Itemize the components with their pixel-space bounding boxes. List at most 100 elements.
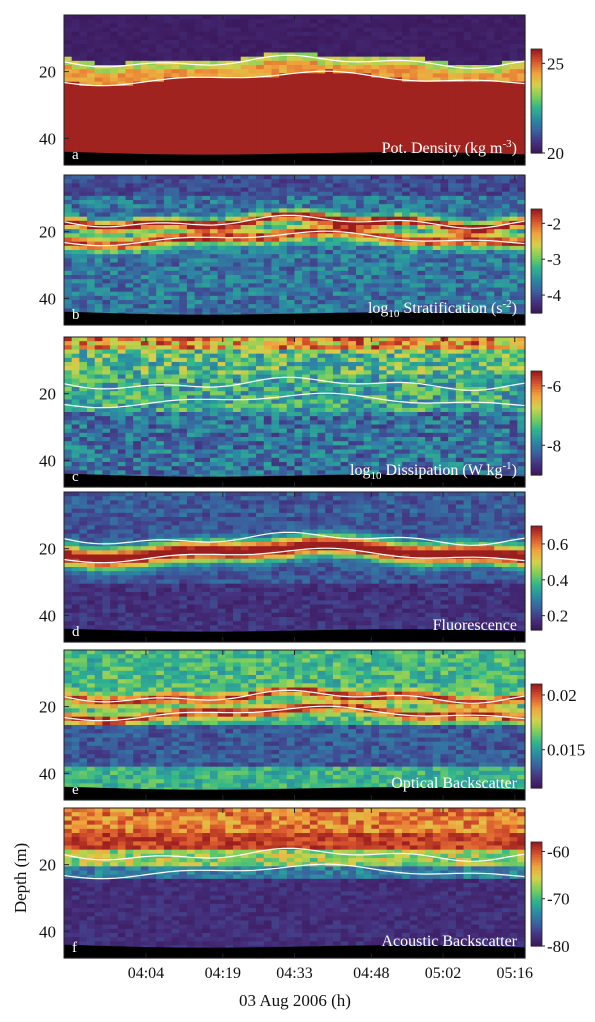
heatmap-cell xyxy=(117,391,127,396)
heatmap-cell xyxy=(417,225,426,230)
heatmap-cell xyxy=(486,220,495,226)
heatmap-cell xyxy=(110,449,119,455)
heatmap-cell xyxy=(133,416,142,421)
heatmap-cell xyxy=(148,262,157,268)
heatmap-cell xyxy=(110,432,119,438)
heatmap-cell xyxy=(332,212,342,218)
heatmap-cell xyxy=(125,462,134,467)
heatmap-cell xyxy=(163,424,173,430)
heatmap-cell xyxy=(332,291,342,297)
heatmap-cell xyxy=(517,15,526,20)
heatmap-cell xyxy=(386,23,395,29)
heatmap-cell xyxy=(194,94,203,99)
heatmap-cell xyxy=(71,258,80,264)
heatmap-cell xyxy=(340,233,349,239)
heatmap-cell xyxy=(371,279,380,284)
heatmap-cell xyxy=(402,48,411,54)
heatmap-cell xyxy=(148,102,157,108)
heatmap-cell xyxy=(102,295,111,301)
heatmap-cell xyxy=(355,195,365,201)
heatmap-cell xyxy=(394,123,403,129)
heatmap-cell xyxy=(186,98,196,104)
heatmap-cell xyxy=(294,140,303,145)
heatmap-cell xyxy=(448,179,457,184)
heatmap-cell xyxy=(125,220,134,226)
heatmap-cell xyxy=(517,106,526,112)
heatmap-cell xyxy=(402,15,411,20)
heatmap-cell xyxy=(171,15,180,20)
heatmap-cell xyxy=(171,245,180,251)
heatmap-cell xyxy=(148,304,157,309)
heatmap-cell xyxy=(140,279,150,284)
heatmap-cell xyxy=(340,225,349,230)
heatmap-cell xyxy=(517,283,526,289)
heatmap-cell xyxy=(348,279,357,284)
heatmap-cell xyxy=(171,148,180,154)
heatmap-cell xyxy=(317,225,326,230)
heatmap-cell xyxy=(363,65,372,70)
heatmap-cell xyxy=(325,225,334,230)
heatmap-cell xyxy=(217,144,226,149)
heatmap-cell xyxy=(394,266,403,272)
heatmap-cell xyxy=(186,19,196,24)
heatmap-cell xyxy=(217,140,226,145)
heatmap-cell xyxy=(140,462,150,467)
heatmap-cell xyxy=(240,31,249,37)
heatmap-cell xyxy=(202,110,211,116)
heatmap-cell xyxy=(209,98,219,104)
heatmap-cell xyxy=(156,40,165,45)
heatmap-cell xyxy=(102,115,111,120)
heatmap-cell xyxy=(110,412,119,417)
heatmap-cell xyxy=(425,148,434,154)
heatmap-cell xyxy=(156,81,165,87)
heatmap-cell xyxy=(455,31,465,37)
heatmap-cell xyxy=(432,275,442,280)
heatmap-cell xyxy=(140,266,150,272)
heatmap-cell xyxy=(478,250,488,255)
heatmap-cell xyxy=(71,349,80,355)
heatmap-cell xyxy=(87,200,96,205)
heatmap-cell xyxy=(432,233,442,239)
heatmap-cell xyxy=(394,262,403,268)
heatmap-cell xyxy=(402,287,411,293)
heatmap-cell xyxy=(379,15,388,20)
heatmap-cell xyxy=(363,31,372,37)
heatmap-cell xyxy=(64,77,73,83)
heatmap-cell xyxy=(102,27,111,33)
heatmap-cell xyxy=(171,337,180,342)
heatmap-cell xyxy=(371,94,380,99)
heatmap-cell xyxy=(402,144,411,149)
heatmap-cell xyxy=(432,48,442,54)
heatmap-cell xyxy=(71,229,80,234)
heatmap-cell xyxy=(233,15,242,20)
heatmap-cell xyxy=(409,81,419,87)
heatmap-cell xyxy=(64,424,73,430)
heatmap-cell xyxy=(148,441,157,446)
heatmap-cell xyxy=(325,77,334,83)
heatmap-cell xyxy=(133,35,142,41)
heatmap-cell xyxy=(79,23,88,29)
heatmap-cell xyxy=(125,266,134,272)
heatmap-cell xyxy=(340,90,349,95)
heatmap-cell xyxy=(110,337,119,342)
heatmap-cell xyxy=(163,69,173,74)
heatmap-cell xyxy=(133,387,142,392)
colorbar-step xyxy=(531,127,542,131)
heatmap-cell xyxy=(64,449,73,455)
heatmap-cell xyxy=(302,200,311,205)
heatmap-cell xyxy=(71,353,80,359)
heatmap-cell xyxy=(133,208,142,214)
heatmap-cell xyxy=(202,19,211,24)
heatmap-cell xyxy=(225,77,234,83)
heatmap-cell xyxy=(71,457,80,463)
heatmap-cell xyxy=(256,44,265,49)
heatmap-cell xyxy=(486,144,495,149)
heatmap-cell xyxy=(509,291,518,297)
heatmap-cell xyxy=(371,308,380,314)
heatmap-cell xyxy=(117,115,127,120)
heatmap-cell xyxy=(386,300,395,305)
heatmap-cell xyxy=(125,416,134,421)
heatmap-cell xyxy=(294,148,303,154)
heatmap-cell xyxy=(87,283,96,289)
heatmap-cell xyxy=(302,60,311,66)
